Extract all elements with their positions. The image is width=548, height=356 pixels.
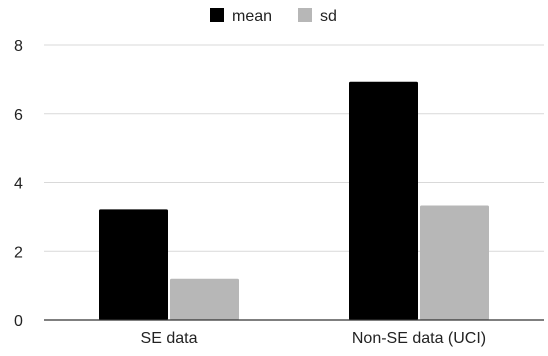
bar-sd-0 [170, 278, 239, 320]
legend-label-sd: sd [320, 8, 337, 25]
bar-mean-1 [349, 81, 418, 320]
bar-sd-1 [420, 205, 489, 320]
bar-mean-0 [99, 209, 168, 320]
y-tick-label: 8 [14, 38, 23, 55]
x-category-label: Non-SE data (UCI) [352, 330, 486, 347]
axes: 0 2 4 6 8 SE data Non-SE data (UCI) [14, 38, 544, 347]
legend-swatch-sd [298, 8, 312, 22]
y-tick-label: 0 [14, 313, 23, 330]
x-category-label: SE data [141, 330, 198, 347]
legend-swatch-mean [210, 8, 224, 22]
y-tick-label: 4 [14, 176, 23, 193]
legend-label-mean: mean [232, 8, 272, 25]
y-tick-label: 6 [14, 107, 23, 124]
y-tick-label: 2 [14, 244, 23, 261]
legend: mean sd [210, 8, 337, 25]
bars [99, 81, 489, 320]
